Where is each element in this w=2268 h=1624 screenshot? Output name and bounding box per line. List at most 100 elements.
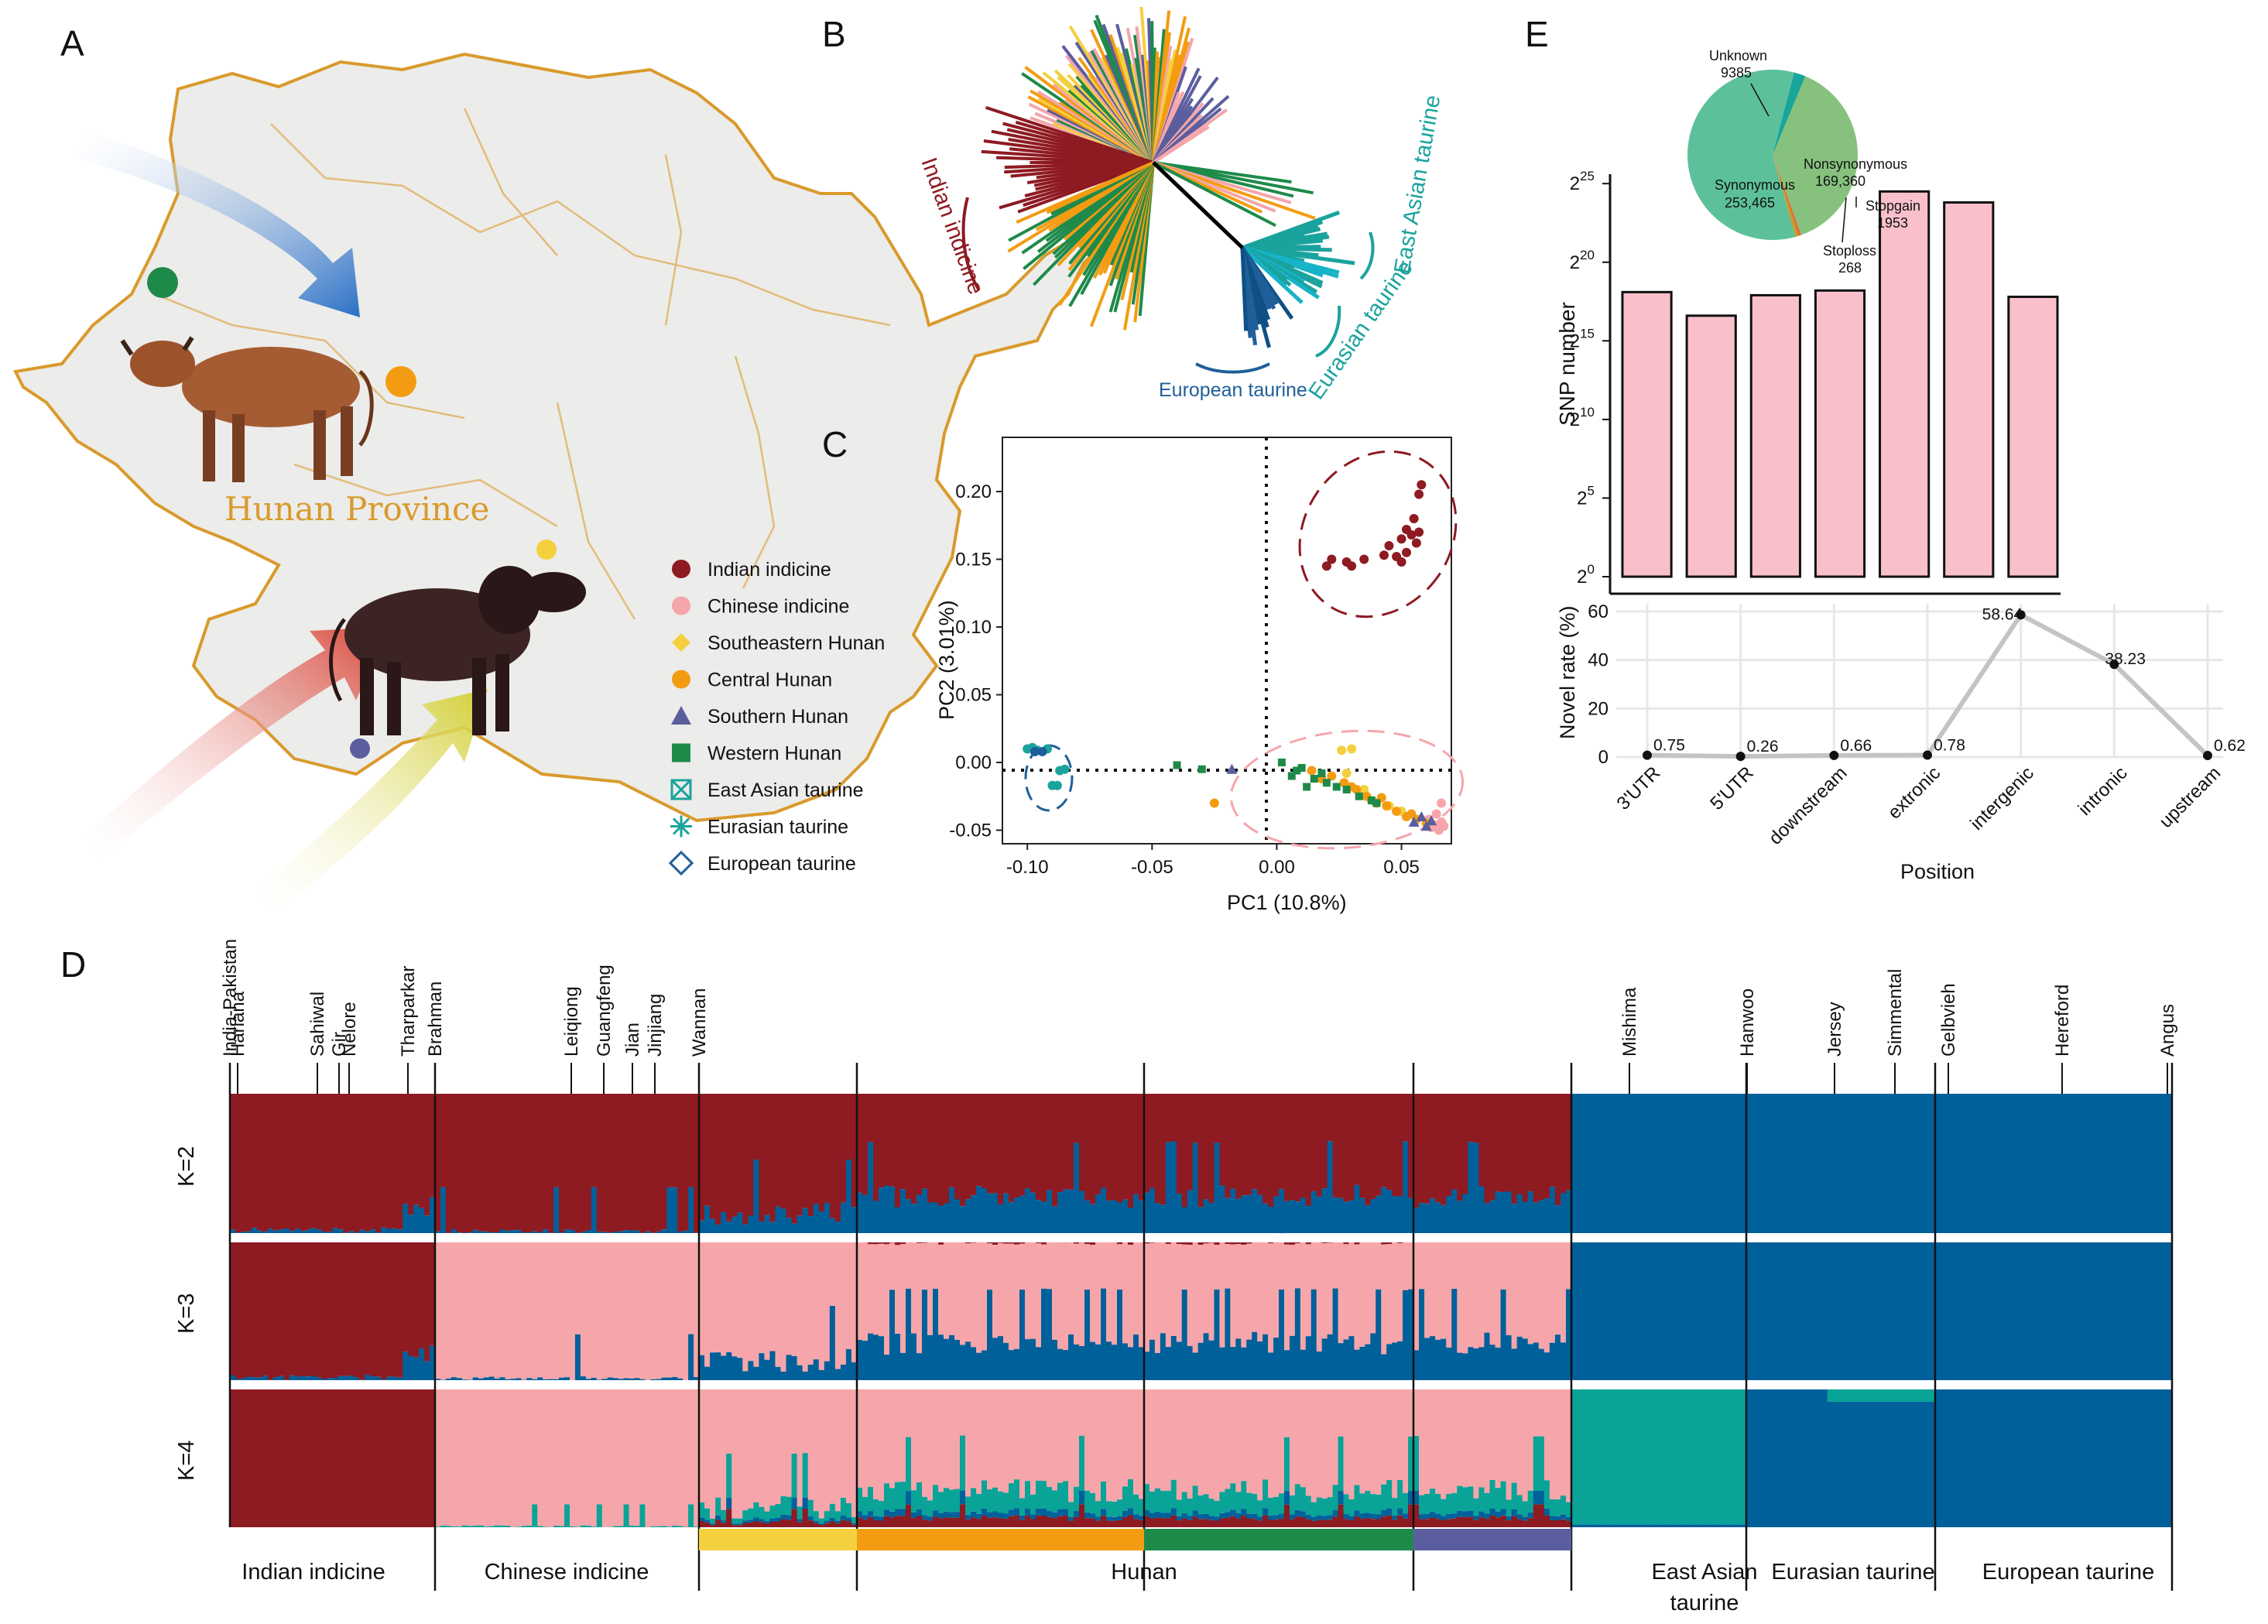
admix-segment — [1489, 1200, 1496, 1233]
admix-segment — [1225, 1197, 1231, 1233]
admix-segment — [1713, 1094, 1720, 1233]
pca-point — [1414, 489, 1424, 499]
admix-segment — [889, 1290, 896, 1380]
admix-segment — [1241, 1195, 1247, 1233]
admix-segment — [753, 1160, 759, 1233]
admix-segment — [1903, 1094, 1909, 1233]
admix-segment — [1014, 1348, 1020, 1380]
admix-segment — [992, 1511, 999, 1518]
admix-segment — [845, 1160, 852, 1233]
admix-segment — [715, 1241, 721, 1353]
admix-segment — [960, 1206, 966, 1233]
admix-segment — [1989, 1388, 1996, 1527]
admix-segment — [672, 1094, 678, 1187]
admix-segment — [829, 1517, 836, 1522]
admix-segment — [2140, 1241, 2146, 1380]
admix-segment — [516, 1526, 522, 1527]
admix-segment — [1999, 1241, 2006, 1380]
admix-segment — [1413, 1094, 1420, 1208]
admix-segment — [737, 1388, 743, 1519]
pca-point — [1277, 759, 1286, 766]
admix-segment — [1348, 1520, 1355, 1527]
admix-segment — [1208, 1516, 1215, 1520]
admix-segment — [1047, 1289, 1053, 1380]
admix-segment — [1257, 1520, 1263, 1527]
admix-segment — [1664, 1094, 1670, 1233]
admix-segment — [818, 1094, 825, 1211]
admix-segment — [1176, 1499, 1183, 1516]
admix-segment — [251, 1228, 258, 1233]
admix-segment — [1192, 1241, 1199, 1353]
breed-label: Hanwoo — [1737, 988, 1758, 1057]
admix-segment — [1881, 1388, 1887, 1402]
admix-segment — [251, 1388, 258, 1527]
admix-segment — [569, 1241, 576, 1380]
admix-segment — [1495, 1191, 1502, 1233]
admix-segment — [397, 1229, 403, 1233]
admix-segment — [327, 1378, 334, 1380]
admix-segment — [1192, 1143, 1199, 1233]
admix-segment — [791, 1356, 798, 1380]
admix-segment — [1052, 1512, 1058, 1519]
admix-segment — [982, 1388, 988, 1481]
admix-segment — [1446, 1519, 1452, 1527]
admix-segment — [1170, 1388, 1177, 1480]
admix-segment — [1560, 1496, 1567, 1515]
admix-segment — [1052, 1339, 1058, 1380]
admix-segment — [791, 1497, 798, 1509]
snp-bar — [1943, 201, 1995, 578]
admix-segment — [1365, 1518, 1371, 1527]
admix-segment — [1106, 1501, 1112, 1517]
admix-segment — [1310, 1289, 1317, 1380]
admix-segment — [488, 1376, 495, 1380]
admix-segment — [2161, 1094, 2167, 1233]
admix-segment — [521, 1232, 527, 1233]
admix-segment — [1403, 1241, 1409, 1290]
admix-segment — [553, 1379, 560, 1380]
admix-segment — [310, 1228, 317, 1233]
admix-segment — [813, 1523, 820, 1527]
admix-segment — [1365, 1344, 1371, 1380]
admix-segment — [1310, 1502, 1317, 1518]
admix-segment — [1582, 1094, 1588, 1233]
admix-segment — [721, 1355, 727, 1380]
admix-segment — [1522, 1094, 1529, 1202]
admix-segment — [569, 1230, 576, 1233]
admix-segment — [834, 1241, 841, 1369]
admix-segment — [618, 1231, 625, 1233]
admix-segment — [1435, 1493, 1441, 1514]
admix-segment — [1181, 1241, 1188, 1245]
legend-label: Southern Hunan — [707, 706, 848, 728]
admix-segment — [1208, 1340, 1215, 1380]
admix-segment — [971, 1517, 977, 1527]
admix-segment — [580, 1232, 587, 1233]
admix-segment — [1365, 1205, 1371, 1233]
pca-plot-frame — [1002, 437, 1452, 845]
admix-row-gap — [230, 1382, 2172, 1389]
admix-segment — [365, 1388, 371, 1527]
admix-segment — [661, 1229, 667, 1233]
admix-segment — [824, 1241, 831, 1362]
admix-segment — [1859, 1241, 1865, 1380]
pie-slice — [1773, 74, 1859, 235]
admix-segment — [688, 1094, 694, 1187]
admix-segment — [1756, 1241, 1763, 1380]
admix-segment — [1294, 1388, 1301, 1485]
admix-segment — [971, 1094, 977, 1196]
admix-segment — [1090, 1204, 1096, 1233]
admix-segment — [1430, 1241, 1436, 1337]
pca-point — [1406, 809, 1417, 819]
admix-segment — [742, 1094, 749, 1225]
admix-segment — [895, 1094, 901, 1208]
admix-segment — [1642, 1094, 1649, 1233]
admix-segment — [759, 1388, 766, 1507]
admix-segment — [1009, 1388, 1015, 1484]
admix-segment — [916, 1388, 923, 1482]
admix-segment — [954, 1199, 961, 1233]
snp-bar — [1621, 290, 1673, 578]
admix-segment — [753, 1094, 759, 1160]
admix-segment — [256, 1230, 263, 1233]
admix-segment — [1441, 1516, 1447, 1520]
admix-segment — [992, 1388, 999, 1488]
